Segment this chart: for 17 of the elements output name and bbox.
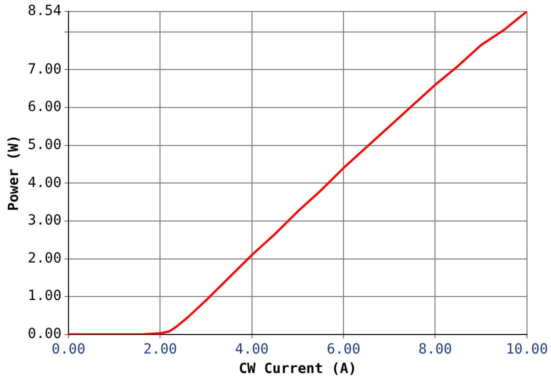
x-tick-label: 0.00: [52, 341, 86, 358]
x-tick-label: 2.00: [143, 341, 178, 358]
y-tick-label: 6.00: [28, 99, 62, 116]
y-tick-label: 7.00: [28, 61, 62, 78]
y-tick-label: 5.00: [28, 136, 62, 153]
x-tick-label: 6.00: [326, 341, 360, 358]
y-tick-label: 8.54: [28, 3, 62, 20]
y-tick-label: 0.00: [28, 326, 62, 342]
y-tick-label: 2.00: [28, 250, 62, 266]
y-tick-label: 1.00: [28, 288, 62, 304]
y-tick-label: 4.00: [28, 174, 62, 191]
x-axis-title: CW Current (A): [238, 361, 357, 378]
x-tick-label: 4.00: [235, 341, 269, 358]
y-tick-label: 3.00: [28, 212, 62, 229]
y-axis-title: Power (W): [6, 134, 22, 211]
x-tick-label: 8.00: [418, 341, 452, 358]
x-tick-label: 10.00: [506, 341, 548, 358]
